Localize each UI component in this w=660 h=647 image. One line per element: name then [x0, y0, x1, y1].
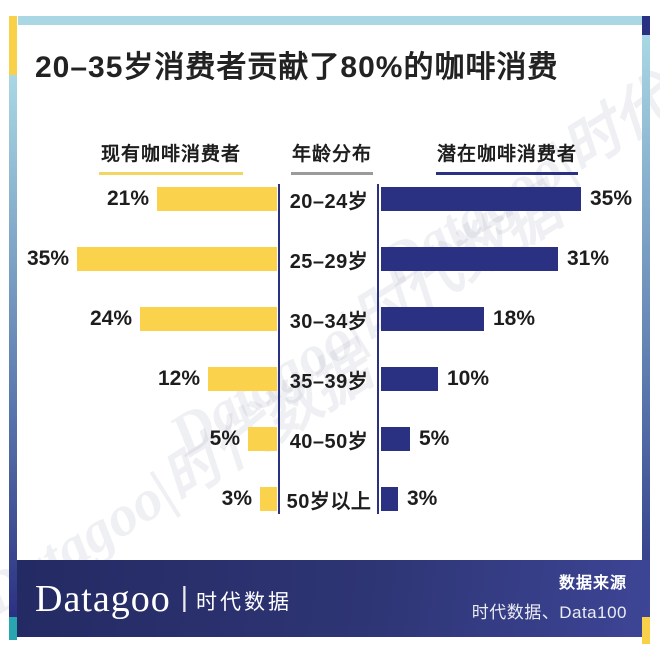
data-source-label: 数据来源	[558, 575, 627, 592]
existing-consumers-bar	[260, 487, 277, 511]
brand-logo: Datagoo | 时代数据	[17, 577, 292, 621]
column-header-age-distribution: 年龄分布	[291, 139, 373, 175]
frame-top-strip	[18, 16, 642, 25]
chart-row: 35% 25–29岁 31%	[0, 247, 660, 273]
potential-consumers-bar	[381, 427, 410, 451]
footer-band: Datagoo | 时代数据 数据来源 时代数据、Data100	[17, 560, 650, 637]
chart-row: 3% 50岁以上 3%	[0, 487, 660, 513]
existing-value-label: 5%	[209, 427, 240, 450]
potential-value-label: 3%	[407, 487, 438, 510]
frame-bottom-left-accent	[9, 617, 17, 640]
existing-value-label: 35%	[26, 247, 69, 270]
potential-value-label: 31%	[567, 247, 610, 270]
existing-consumers-bar	[157, 187, 277, 211]
potential-consumers-bar	[381, 247, 558, 271]
brand-name-chinese: 时代数据	[196, 590, 293, 614]
data-source-value: 时代数据、Data100	[471, 603, 627, 622]
frame-left-yellow-accent	[9, 16, 17, 75]
left-axis-line	[278, 184, 280, 514]
frame-left-gradient	[9, 75, 17, 617]
frame-right-navy-accent	[642, 16, 650, 35]
data-source-block: 数据来源 时代数据、Data100	[472, 569, 627, 623]
potential-value-label: 5%	[419, 427, 450, 450]
age-group-label: 50岁以上	[286, 490, 372, 513]
age-group-label: 20–24岁	[289, 190, 369, 213]
chart-row: 24% 30–34岁 18%	[0, 307, 660, 333]
chart-row: 12% 35–39岁 10%	[0, 367, 660, 393]
potential-consumers-bar	[381, 307, 484, 331]
potential-value-label: 35%	[590, 187, 633, 210]
existing-value-label: 3%	[221, 487, 252, 510]
right-axis-line	[377, 184, 379, 514]
frame-right-gradient	[642, 35, 650, 618]
chart-title: 20–35岁消费者贡献了80%的咖啡消费	[35, 51, 559, 84]
existing-value-label: 24%	[89, 307, 132, 330]
existing-consumers-bar	[208, 367, 277, 391]
existing-value-label: 12%	[157, 367, 200, 390]
age-group-label: 25–29岁	[289, 250, 369, 273]
frame-bottom-right-accent	[642, 617, 650, 643]
chart-row: 5% 40–50岁 5%	[0, 427, 660, 453]
existing-consumers-bar	[77, 247, 277, 271]
potential-consumers-bar	[381, 487, 398, 511]
potential-consumers-bar	[381, 187, 581, 211]
existing-value-label: 21%	[106, 187, 149, 210]
potential-value-label: 18%	[493, 307, 536, 330]
potential-value-label: 10%	[447, 367, 490, 390]
column-header-existing-consumers: 现有咖啡消费者	[99, 139, 243, 175]
age-group-label: 30–34岁	[289, 310, 369, 333]
column-header-potential-consumers: 潜在咖啡消费者	[436, 139, 578, 175]
brand-divider: |	[180, 580, 189, 612]
existing-consumers-bar	[140, 307, 277, 331]
age-group-label: 40–50岁	[289, 430, 369, 453]
chart-row: 21% 20–24岁 35%	[0, 187, 660, 213]
brand-name: Datagoo	[35, 577, 171, 620]
existing-consumers-bar	[248, 427, 277, 451]
age-group-label: 35–39岁	[289, 370, 369, 393]
potential-consumers-bar	[381, 367, 438, 391]
